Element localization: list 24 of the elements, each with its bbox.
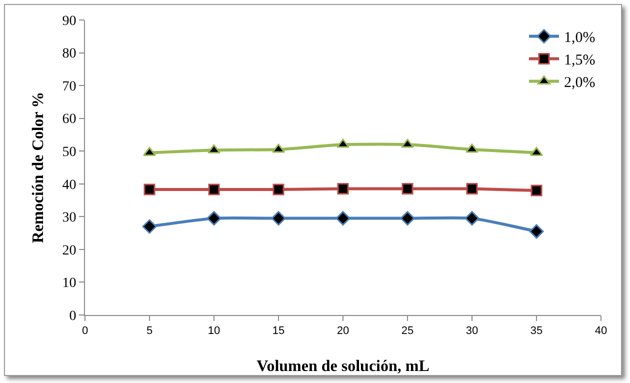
x-tick-label: 20 xyxy=(336,325,350,338)
x-tick-label: 5 xyxy=(146,325,153,338)
y-axis-title: Remoción de Color % xyxy=(30,92,47,244)
y-tick-label: 90 xyxy=(62,14,76,29)
y-tick-label: 80 xyxy=(62,46,76,62)
x-tick-label: 40 xyxy=(594,325,608,338)
x-tick-label: 35 xyxy=(530,325,543,338)
y-tick-label: 20 xyxy=(62,243,76,258)
y-tick-label: 30 xyxy=(62,210,76,226)
x-axis-title: Volumen de solución, mL xyxy=(256,358,430,375)
y-tick-label: 10 xyxy=(62,276,76,292)
y-tick-label: 70 xyxy=(62,79,76,94)
y-tick-label: 50 xyxy=(62,145,76,160)
legend-label: 2,0% xyxy=(564,75,596,92)
y-tick-label: 60 xyxy=(62,112,76,128)
x-tick-label: 15 xyxy=(272,325,285,338)
legend-label: 1,0% xyxy=(564,30,596,46)
x-tick-label: 0 xyxy=(82,325,88,338)
x-tick-label: 25 xyxy=(401,325,414,338)
legend-label: 1,5% xyxy=(564,52,596,69)
y-tick-label: 40 xyxy=(62,178,76,193)
x-tick-label: 30 xyxy=(466,325,478,338)
y-tick-label: 0 xyxy=(69,308,76,324)
x-tick-label: 10 xyxy=(208,325,220,338)
